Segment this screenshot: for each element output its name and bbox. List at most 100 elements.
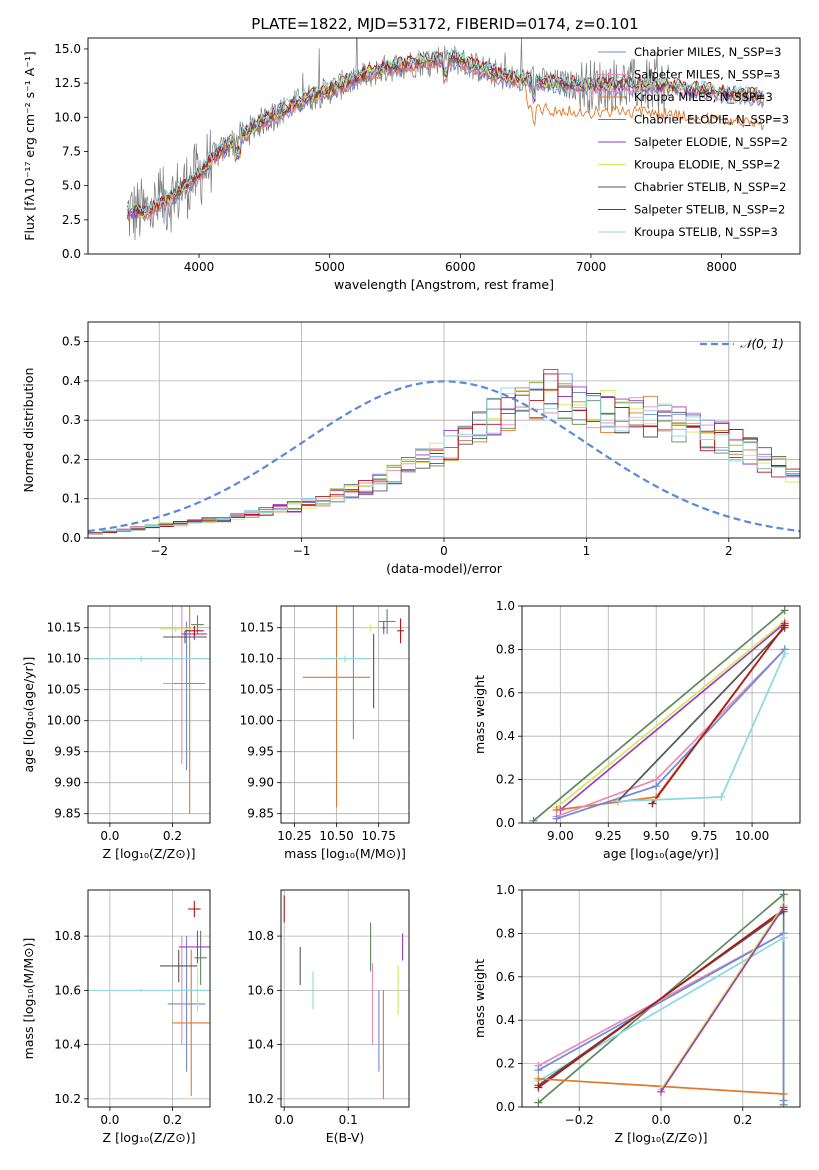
panel-age_vs_Z: 0.0 0.2 9.85 9.90 9.95 10.00 10.05 10.10 10.15 Z … — [21, 605, 211, 861]
x-tick-label: 0.2 — [163, 1113, 182, 1127]
legend-label-salpeter_elodie: Salpeter ELODIE, N_SSP=2 — [634, 135, 788, 149]
y-tick-label: 0.0 — [62, 247, 81, 261]
plot-area — [88, 322, 800, 538]
errorbar-point-kroupa_stelib — [88, 989, 210, 992]
errorbar-point-salpeter_elodie — [178, 930, 210, 964]
y-tick-label: 0.4 — [496, 1013, 515, 1027]
y-tick-label: 10.15 — [240, 621, 274, 635]
plot-area — [522, 890, 800, 1107]
weight-line-chabrier_stelib — [617, 627, 786, 802]
x-tick-label: 9.50 — [643, 829, 670, 843]
y-tick-label: 7.5 — [62, 144, 81, 158]
panel-mass_vs_EBV: 0.0 0.1 10.2 10.4 10.6 10.8 E(B-V) — [247, 889, 410, 1145]
weight-marker-chabrier_elodie — [529, 816, 538, 823]
plot-area — [88, 890, 210, 1107]
data-spectrum-line — [126, 38, 670, 241]
panel-age_vs_mass: 10.25 10.50 10.75 9.85 9.90 9.95 10.00 10.05 10.… — [240, 605, 410, 861]
x-tick-label: 9.75 — [691, 829, 718, 843]
y-tick-label: 0.2 — [496, 773, 515, 787]
x-tick-label: −0.2 — [565, 1113, 594, 1127]
y-tick-label: 9.85 — [247, 807, 274, 821]
weight-line-kroupa_elodie — [660, 904, 785, 1091]
y-tick-label: 2.5 — [62, 213, 81, 227]
y-tick-label: 10.15 — [47, 621, 81, 635]
y-tick-label: 0.5 — [62, 335, 81, 349]
y-tick-label: 9.85 — [54, 807, 81, 821]
errorbar-point-kroupa_miles — [302, 606, 371, 808]
x-tick-label: 2 — [725, 544, 733, 558]
y-tick-label: 0.6 — [496, 970, 515, 984]
axes-frame — [280, 889, 410, 1108]
y-axis-label: mass weight — [472, 675, 487, 754]
x-axis-label: Z [log₁₀(Z/Z⊙)] — [103, 846, 196, 861]
y-tick-label: 10.05 — [240, 683, 274, 697]
x-tick-label: 0.0 — [275, 1113, 294, 1127]
y-axis-label: mass [log₁₀(M/M⊙)] — [21, 938, 36, 1060]
y-tick-label: 1.0 — [496, 599, 515, 613]
model-spectrum-chabrier_stelib — [126, 51, 765, 216]
weight-line-salpeter_stelib — [651, 624, 786, 805]
y-tick-label: 12.5 — [54, 76, 81, 90]
legend-label-chabrier_miles: Chabrier MILES, N_SSP=3 — [634, 45, 781, 59]
y-axis-label: age [log₁₀(age/yr)] — [21, 657, 36, 773]
y-tick-label: 0.2 — [62, 452, 81, 466]
legend-label-chabrier_elodie: Chabrier ELODIE, N_SSP=3 — [634, 113, 789, 127]
x-tick-label: 0.0 — [100, 829, 119, 843]
y-tick-label: 9.95 — [54, 745, 81, 759]
y-tick-label: 0.0 — [496, 816, 515, 830]
y-tick-label: 9.90 — [247, 776, 274, 790]
y-tick-label: 10.05 — [47, 683, 81, 697]
y-tick-label: 1.0 — [496, 883, 515, 897]
y-tick-label: 0.1 — [62, 492, 81, 506]
y-tick-label: 10.8 — [54, 929, 81, 943]
y-tick-label: 10.6 — [54, 983, 81, 997]
weight-marker-salpeter_stelib — [534, 1083, 543, 1092]
weight-marker-salpeter_elodie — [657, 1087, 665, 1096]
spectrum-legend: Chabrier MILES, N_SSP=3 Salpeter MILES, N… — [598, 45, 789, 239]
x-tick-label: −1 — [293, 544, 311, 558]
y-tick-label: 0.8 — [496, 926, 515, 940]
errorbar-point-chabrier_stelib — [163, 630, 207, 644]
errorbar-point-kroupa_miles — [172, 949, 210, 1097]
plot-area — [522, 606, 800, 823]
weight-marker-chabrier_elodie — [780, 606, 789, 615]
errorbar-point-salpeter_elodie — [382, 621, 386, 634]
errorbar-point-kroupa_elodie — [361, 624, 379, 631]
weight-line-salpeter_elodie — [660, 906, 785, 1093]
y-tick-label: 10.2 — [247, 1092, 274, 1106]
axes-frame — [87, 605, 211, 824]
figure-title: PLATE=1822, MJD=53172, FIBERID=0174, z=0… — [251, 15, 638, 33]
weight-marker-salpeter_stelib — [648, 799, 657, 808]
weight-marker-salpeter_elodie — [779, 903, 788, 912]
legend-label-salpeter_stelib: Salpeter STELIB, N_SSP=2 — [634, 203, 785, 217]
weight-marker-kroupa_miles — [779, 1089, 788, 1098]
x-tick-label: 10.50 — [319, 829, 353, 843]
weight-marker-kroupa_stelib — [779, 933, 788, 942]
x-tick-label: 1 — [583, 544, 591, 558]
axes-frame — [87, 37, 801, 255]
y-tick-label: 0.4 — [62, 374, 81, 388]
panel-residuals: −2 −1 0 1 2 0.0 0.1 0.2 0.3 0.4 0.5 (data-model)/er… — [21, 321, 801, 576]
panel-mass_weight_vs_age: 9.00 9.25 9.50 9.75 10.00 0.0 0.2 0.4 0.6 0.8 1.0 a… — [472, 599, 801, 861]
errorbar-point-kroupa_stelib — [88, 655, 210, 662]
weight-marker-chabrier_miles — [534, 1066, 543, 1075]
x-axis-label: (data-model)/error — [386, 561, 503, 576]
x-tick-label: 0.0 — [100, 1113, 119, 1127]
x-tick-label: 0.2 — [733, 1113, 752, 1127]
weight-line-chabrier_miles — [556, 648, 786, 820]
weight-line-chabrier_elodie — [532, 609, 786, 822]
x-tick-label: −2 — [150, 544, 168, 558]
weight-line-kroupa_elodie — [555, 620, 786, 809]
errorbar-point-chabrier_stelib — [159, 949, 198, 983]
x-tick-label: 10.75 — [362, 829, 396, 843]
weight-marker-chabrier_miles — [552, 814, 561, 823]
axes-frame — [87, 321, 801, 539]
y-tick-label: 0.6 — [496, 686, 515, 700]
axes-frame — [280, 605, 410, 824]
errorbar-point-kroupa_miles — [174, 606, 206, 814]
plot-area — [126, 38, 765, 241]
x-axis-label: Z [log₁₀(Z/Z⊙)] — [615, 1130, 708, 1145]
x-axis-label: age [log₁₀(age/yr)] — [603, 846, 719, 861]
x-tick-label: 7000 — [576, 260, 607, 274]
